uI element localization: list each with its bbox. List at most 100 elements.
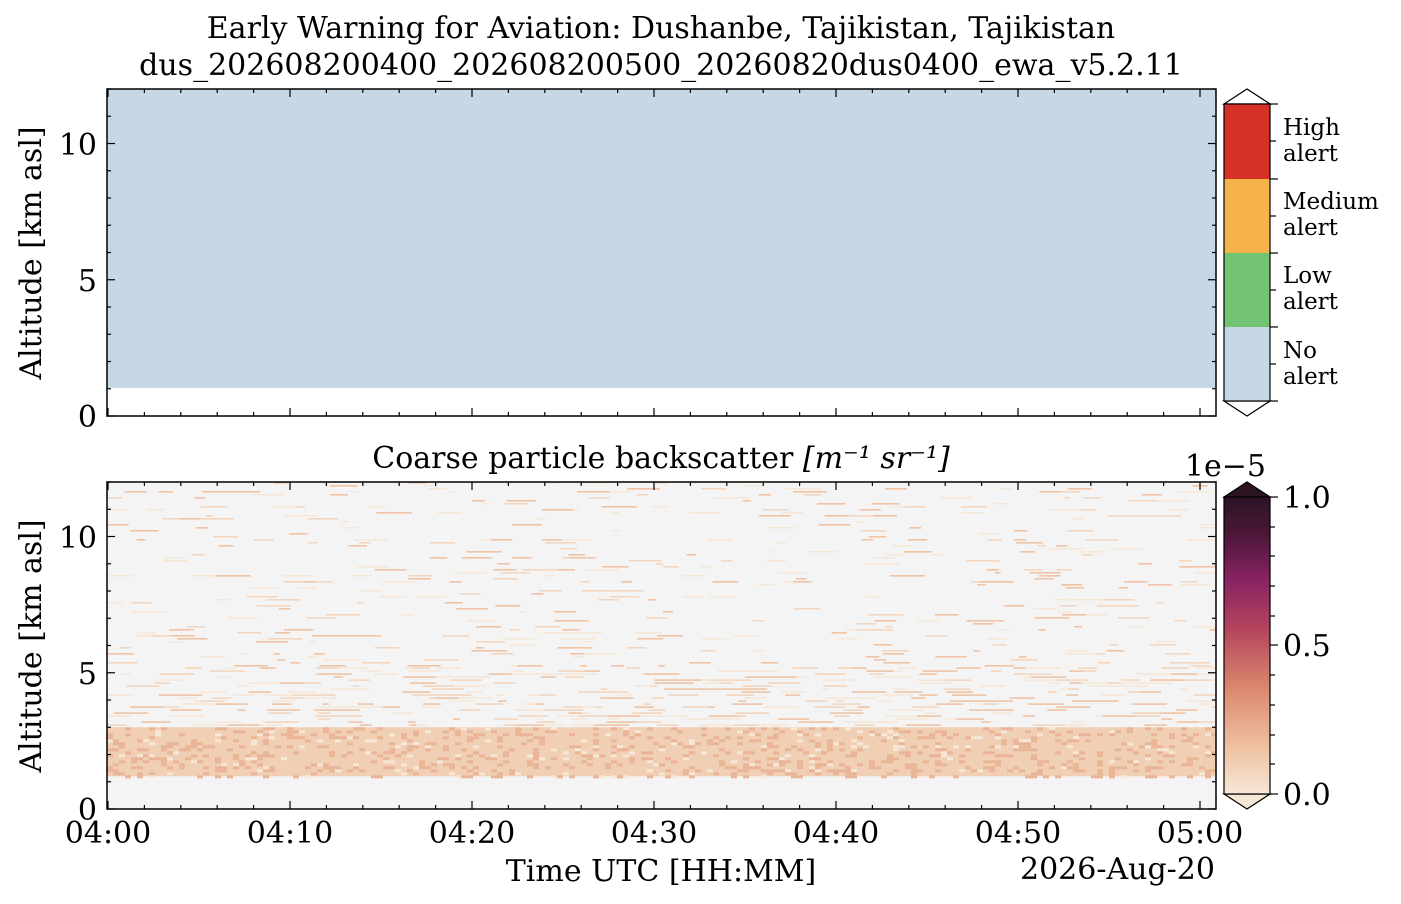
heatmap-cell	[269, 736, 275, 740]
heatmap-cell	[795, 578, 807, 580]
heatmap-cell	[473, 766, 479, 770]
heatmap-cell	[719, 763, 725, 767]
heatmap-cell	[380, 596, 407, 598]
heatmap-cell	[263, 754, 269, 758]
heatmap-cell	[557, 569, 575, 571]
backscatter-title-units: [m⁻¹ sr⁻¹]	[803, 441, 950, 476]
heatmap-cell	[539, 742, 545, 746]
heatmap-cell	[641, 751, 647, 755]
heatmap-cell	[868, 614, 904, 616]
heatmap-cell	[113, 748, 119, 752]
alert-label-high: alert	[1283, 141, 1339, 167]
heatmap-cell	[965, 745, 971, 749]
heatmap-cell	[149, 757, 155, 761]
heatmap-cell	[413, 772, 419, 776]
heatmap-cell	[481, 539, 492, 541]
backscatter-colorbar: 1e−5 1.0 0.5 0.0	[1185, 449, 1331, 813]
heatmap-cell	[761, 748, 767, 752]
heatmap-cell	[329, 769, 335, 773]
heatmap-cell	[797, 766, 803, 770]
heatmap-cell	[1066, 694, 1079, 696]
heatmap-cell	[1049, 766, 1055, 770]
heatmap-cell	[1025, 748, 1031, 752]
heatmap-cell	[749, 751, 755, 755]
heatmap-cell	[767, 757, 773, 761]
heatmap-cell	[1205, 733, 1211, 737]
heatmap-cell	[422, 703, 441, 705]
heatmap-cell	[599, 775, 605, 779]
heatmap-cell	[354, 539, 388, 541]
alert-label-low: Low	[1283, 263, 1332, 289]
heatmap-cell	[313, 709, 332, 711]
heatmap-cell	[635, 685, 650, 687]
heatmap-cell	[995, 760, 1001, 764]
heatmap-cell	[545, 766, 551, 770]
heatmap-cell	[941, 754, 947, 758]
heatmap-cell	[752, 650, 765, 652]
heatmap-cell	[1187, 700, 1210, 702]
heatmap-cell	[251, 772, 257, 776]
heatmap-cell	[131, 611, 167, 613]
heatmap-cell	[160, 673, 195, 675]
heatmap-cell	[1109, 730, 1115, 734]
heatmap-cell	[969, 709, 1000, 711]
heatmap-cell	[1073, 766, 1079, 770]
heatmap-cell	[455, 754, 461, 758]
heatmap-cell	[851, 667, 867, 669]
heatmap-cell	[911, 766, 917, 770]
heatmap-cell	[533, 763, 539, 767]
heatmap-cell	[107, 724, 127, 726]
heatmap-cell	[557, 647, 592, 649]
heatmap-cell	[179, 733, 185, 737]
heatmap-cell	[347, 736, 353, 740]
heatmap-cell	[1048, 548, 1083, 550]
heatmap-cell	[1193, 733, 1199, 737]
heatmap-cell	[1187, 775, 1193, 779]
heatmap-cell	[605, 733, 611, 737]
heatmap-cell	[193, 700, 201, 702]
heatmap-cell	[994, 572, 1001, 574]
heatmap-cell	[359, 769, 365, 773]
heatmap-cell	[707, 742, 713, 746]
heatmap-cell	[515, 772, 521, 776]
heatmap-cell	[395, 754, 401, 758]
heatmap-cell	[543, 709, 566, 711]
heatmap-cell	[995, 754, 1001, 758]
heatmap-cell	[239, 730, 245, 734]
x-tick-label: 04:40	[793, 816, 879, 851]
heatmap-cell	[491, 754, 497, 758]
heatmap-cell	[431, 769, 437, 773]
heatmap-cell	[1139, 691, 1162, 693]
heatmap-cell	[683, 754, 689, 758]
heatmap-cell	[161, 763, 167, 767]
heatmap-cell	[749, 739, 755, 743]
heatmap-cell	[689, 745, 695, 749]
heatmap-cell	[743, 751, 749, 755]
heatmap-cell	[959, 769, 965, 773]
heatmap-cell	[155, 757, 161, 761]
heatmap-cell	[947, 736, 953, 740]
heatmap-cell	[665, 736, 671, 740]
heatmap-cell	[281, 575, 314, 577]
heatmap-cell	[476, 647, 484, 649]
heatmap-cell	[716, 718, 740, 720]
heatmap-cell	[1085, 733, 1091, 737]
heatmap-cell	[881, 760, 887, 764]
heatmap-cell	[917, 769, 923, 773]
heatmap-cell	[495, 605, 521, 607]
heatmap-cell	[587, 763, 593, 767]
heatmap-cell	[612, 530, 620, 532]
heatmap-cell	[818, 524, 851, 526]
heatmap-cell	[203, 754, 209, 758]
alert-plot-area	[106, 88, 1217, 417]
heatmap-cell	[652, 697, 664, 699]
heatmap-cell	[107, 602, 124, 604]
heatmap-cell	[1096, 653, 1105, 655]
heatmap-cell	[568, 712, 583, 714]
heatmap-cell	[735, 712, 769, 714]
heatmap-cell	[330, 688, 341, 690]
heatmap-cell	[192, 724, 228, 726]
heatmap-cell	[775, 542, 787, 544]
heatmap-cell	[1201, 524, 1216, 526]
heatmap-cell	[413, 733, 419, 737]
